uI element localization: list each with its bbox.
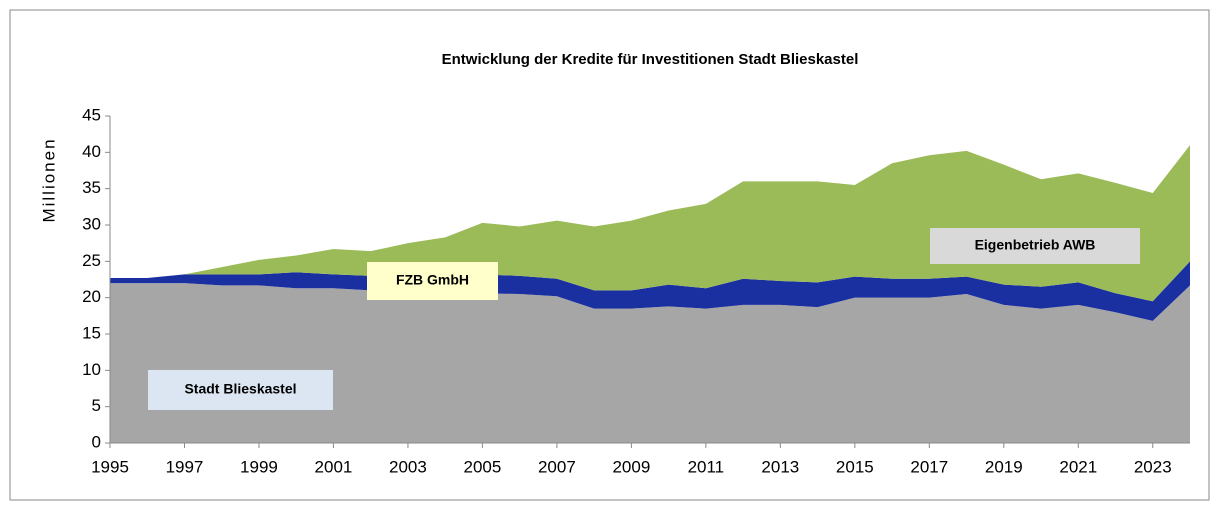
x-tick-label: 2005 (463, 457, 501, 476)
series-label-box (148, 370, 333, 410)
y-tick-label: 5 (92, 396, 101, 415)
x-tick-label: 2001 (315, 457, 353, 476)
series-label: Stadt Blieskastel (184, 381, 296, 397)
area-series (110, 283, 1190, 443)
x-tick-label: 2007 (538, 457, 576, 476)
y-tick-label: 0 (92, 432, 101, 451)
y-tick-label: 45 (82, 105, 101, 124)
x-tick-label: 2021 (1059, 457, 1097, 476)
y-tick-label: 15 (82, 323, 101, 342)
series-label-box (930, 228, 1140, 264)
y-tick-label: 20 (82, 287, 101, 306)
x-tick-label: 1995 (91, 457, 129, 476)
y-tick-label: 35 (82, 178, 101, 197)
chart-title: Entwicklung der Kredite für Investitione… (442, 51, 859, 68)
y-axis-label: Millionen (39, 137, 58, 222)
x-tick-label: 2009 (612, 457, 650, 476)
x-tick-label: 2019 (985, 457, 1023, 476)
x-tick-label: 2013 (761, 457, 799, 476)
x-tick-label: 2017 (910, 457, 948, 476)
x-tick-label: 1999 (240, 457, 278, 476)
series-label: FZB GmbH (396, 272, 469, 288)
x-tick-label: 2011 (688, 457, 725, 476)
y-tick-label: 30 (82, 214, 101, 233)
y-tick-label: 25 (82, 251, 101, 270)
y-tick-label: 10 (82, 360, 101, 379)
x-tick-label: 2015 (836, 457, 874, 476)
x-tick-label: 1997 (166, 457, 204, 476)
series-label-box (367, 262, 498, 300)
series-label: Eigenbetrieb AWB (975, 237, 1096, 253)
x-tick-label: 2003 (389, 457, 427, 476)
y-tick-label: 40 (82, 142, 101, 161)
x-tick-label: 2023 (1134, 457, 1172, 476)
